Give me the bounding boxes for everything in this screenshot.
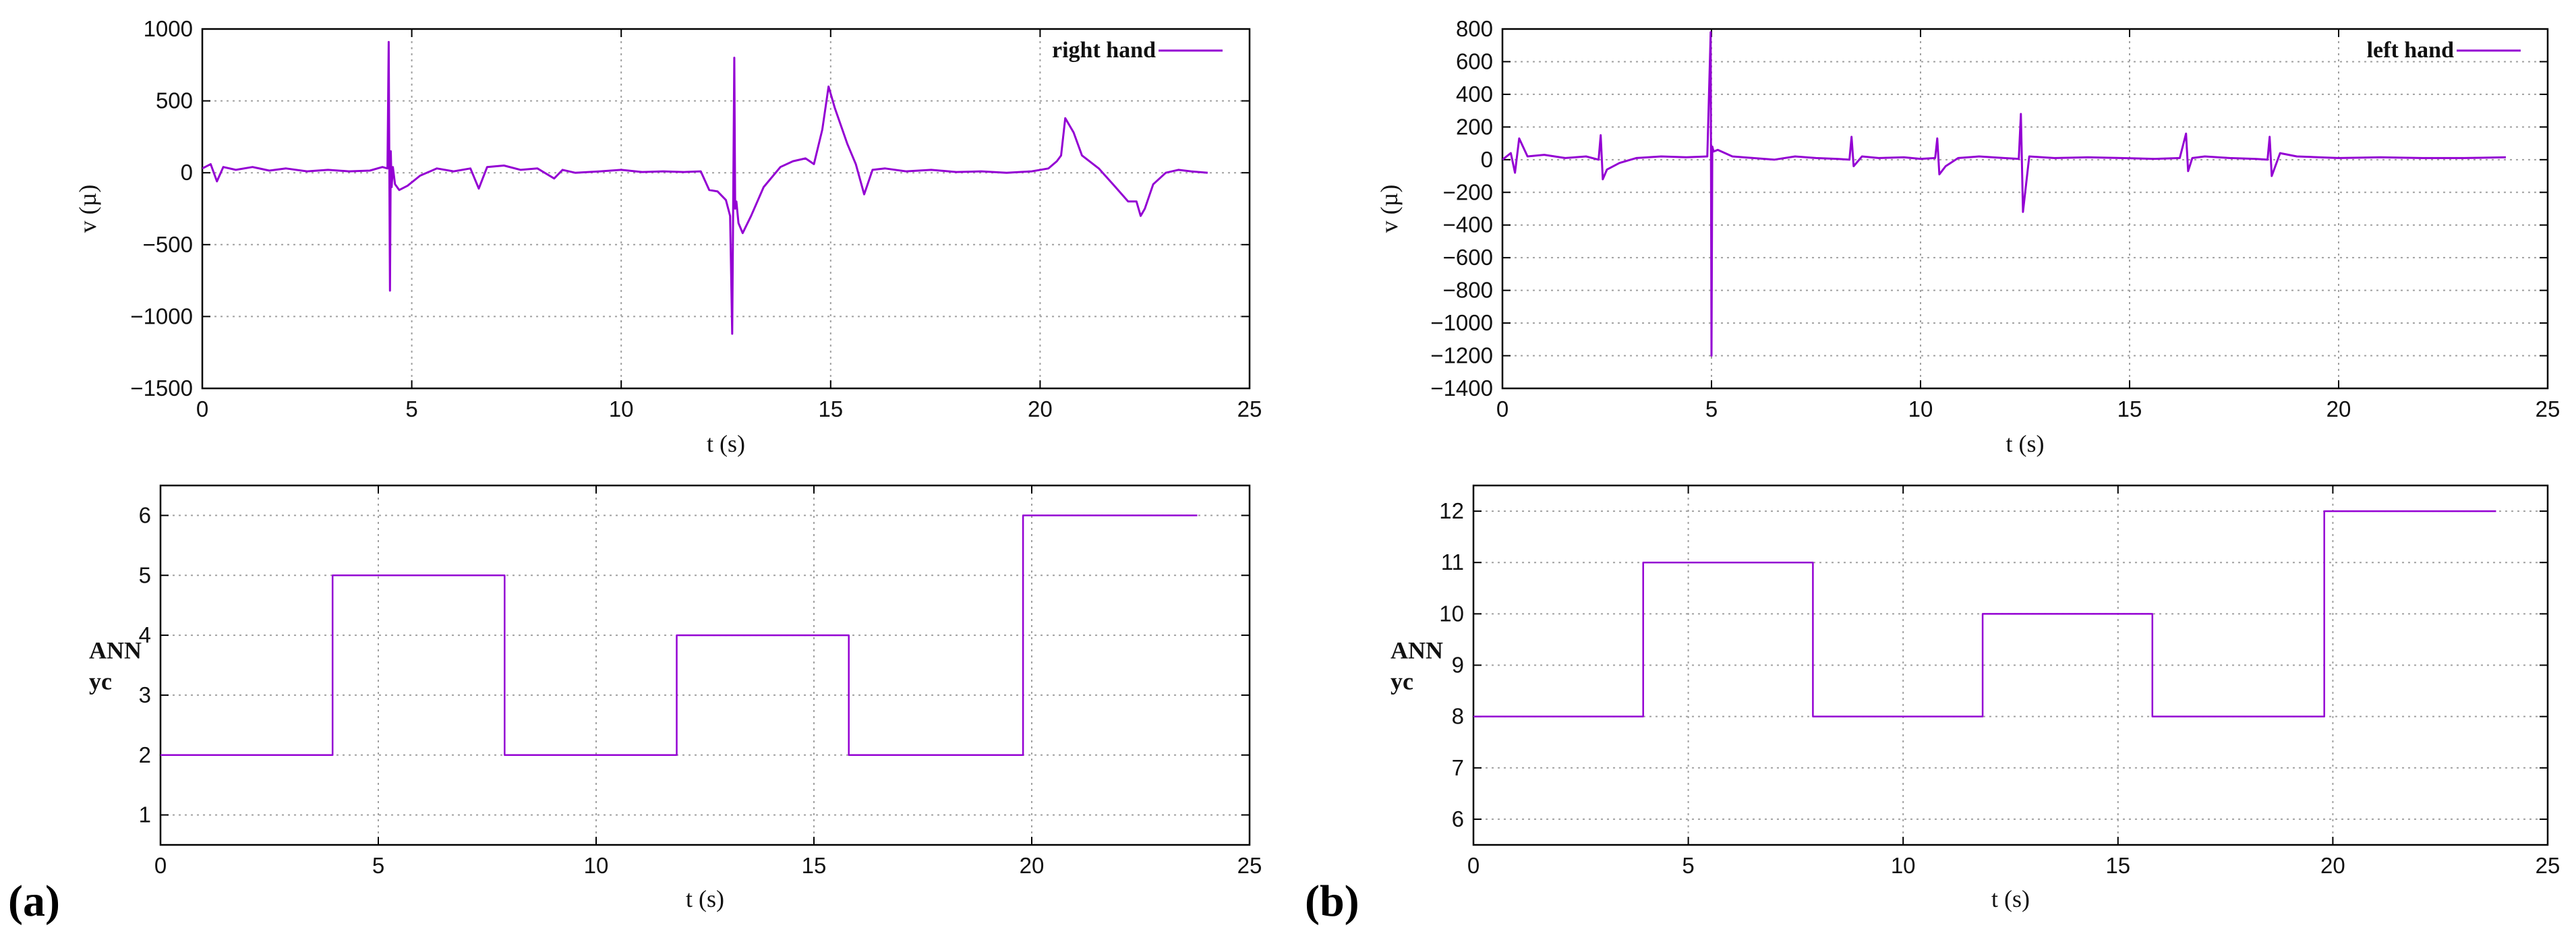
x-tick-label: 10 [1908, 396, 1933, 421]
y-tick-label: 6 [139, 502, 151, 527]
x-axis-title: t (s) [2006, 430, 2045, 457]
x-tick-label: 25 [1237, 853, 1262, 878]
y-tick-label: 1 [139, 802, 151, 827]
panel-label-b: (b) [1305, 877, 1359, 926]
y-tick-label: 800 [1456, 16, 1493, 41]
y-tick-label: −1000 [130, 303, 193, 328]
y-axis-title: ANN yc [1391, 637, 1443, 695]
y-tick-label: 7 [1452, 755, 1464, 780]
x-tick-label: 0 [1496, 396, 1509, 421]
y-tick-label: 2 [139, 742, 151, 767]
x-tick-label: 5 [405, 396, 417, 421]
y-tick-label: 0 [181, 160, 193, 185]
series-line-ann-yc [160, 514, 1198, 757]
x-tick-label: 15 [802, 853, 827, 878]
y-tick-label: 200 [1456, 114, 1493, 139]
y-tick-label: 6 [1452, 806, 1464, 831]
y-tick-label: 9 [1452, 653, 1464, 678]
x-tick-label: 25 [1237, 396, 1262, 421]
y-tick-label: −400 [1443, 212, 1493, 237]
legend-label: left hand [2367, 38, 2455, 63]
x-tick-label: 0 [154, 853, 167, 878]
x-tick-label: 20 [1020, 853, 1045, 878]
y-tick-label: 5 [139, 562, 151, 587]
y-tick-label: 600 [1456, 49, 1493, 73]
panel-a-top-chart: 0 5 10 15 20 25 −1500 −1000 −500 0 500 1000 t (s) v (… [74, 16, 1262, 457]
y-axis-title: ANN yc [89, 637, 142, 695]
y-tick-label: 8 [1452, 704, 1464, 729]
x-tick-label: 15 [2105, 853, 2130, 878]
y-axis-title: v (µ) [1376, 185, 1403, 233]
x-tick-label: 20 [2320, 853, 2345, 878]
plot-frame [1501, 28, 2549, 390]
y-tick-label: 400 [1456, 82, 1493, 107]
y-tick-label: 10 [1439, 601, 1464, 626]
x-tick-label: 10 [1891, 853, 1916, 878]
x-tick-label: 10 [584, 853, 609, 878]
legend-label: right hand [1052, 38, 1156, 63]
y-tick-label: −1200 [1430, 343, 1493, 368]
panel-b-bottom-chart: 0 5 10 15 20 25 6 7 8 9 10 11 12 t (s) ANN yc [1391, 484, 2560, 912]
x-tick-label: 25 [2536, 396, 2560, 421]
y-tick-label: 12 [1439, 498, 1464, 523]
y-tick-label: −1400 [1430, 376, 1493, 401]
y-tick-label: −1500 [130, 376, 193, 401]
y-axis-title: v (µ) [74, 185, 101, 233]
x-axis-title: t (s) [686, 885, 724, 912]
x-axis-title: t (s) [1991, 885, 2030, 912]
x-tick-label: 20 [2326, 396, 2351, 421]
y-tick-label: −1000 [1430, 310, 1493, 335]
y-tick-label: 11 [1441, 550, 1464, 574]
y-tick-label: 0 [1481, 147, 1493, 172]
y-tick-label: −600 [1443, 245, 1493, 270]
x-tick-label: 20 [1028, 396, 1053, 421]
y-tick-label: 3 [139, 682, 151, 707]
x-tick-label: 10 [609, 396, 634, 421]
series-line-left-hand [1502, 31, 2507, 357]
plot-frame [201, 28, 1251, 390]
panel-b-top-chart: 0 5 10 15 20 25 −1400 −1200 −1000 −800 −600 −400 −20… [1376, 16, 2560, 457]
series-line-ann-yc [1473, 510, 2496, 717]
panel-a-bottom-chart: 0 5 10 15 20 25 1 2 3 4 5 6 t (s) ANN yc [89, 484, 1262, 912]
plot-frame [1472, 484, 2549, 846]
x-tick-label: 5 [1682, 853, 1694, 878]
y-tick-label: 4 [139, 622, 151, 647]
y-tick-label: −800 [1443, 278, 1493, 303]
x-tick-label: 25 [2536, 853, 2560, 878]
x-axis-title: t (s) [707, 430, 745, 457]
plot-frame [159, 484, 1251, 846]
x-tick-label: 15 [818, 396, 843, 421]
panel-label-a: (a) [8, 877, 60, 926]
x-tick-label: 5 [372, 853, 384, 878]
x-tick-label: 0 [1467, 853, 1480, 878]
series-line-right-hand [202, 40, 1208, 335]
y-tick-label: −500 [143, 232, 193, 257]
y-tick-label: −200 [1443, 179, 1493, 204]
x-tick-label: 15 [2117, 396, 2142, 421]
y-tick-label: 1000 [144, 16, 193, 41]
x-tick-label: 5 [1705, 396, 1718, 421]
x-tick-label: 0 [196, 396, 208, 421]
y-tick-label: 500 [156, 88, 193, 113]
